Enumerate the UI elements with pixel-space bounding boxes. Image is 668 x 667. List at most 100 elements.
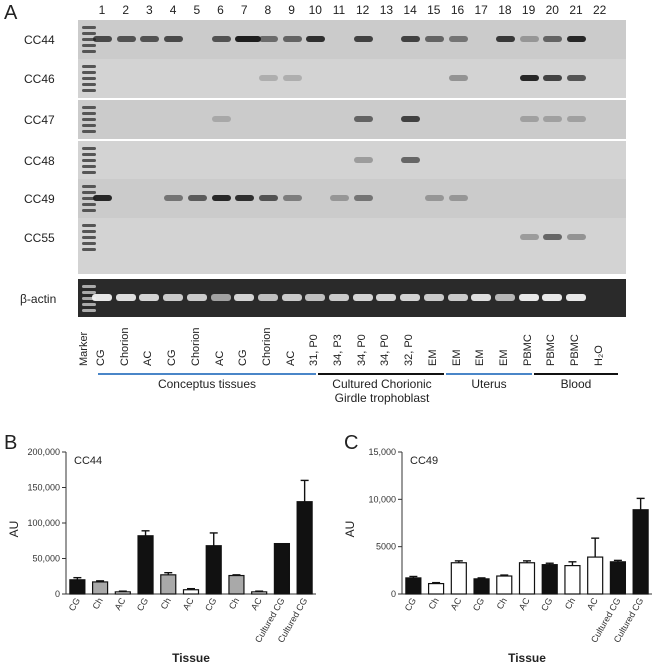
- x-tick-label: Ch: [90, 596, 104, 611]
- lane-label-15: EM: [426, 349, 439, 367]
- y-tick-label: 10,000: [368, 494, 396, 504]
- bar-8: [587, 556, 604, 595]
- lane-label-5: Chorion: [189, 327, 202, 366]
- lane-label-16: EM: [450, 349, 463, 367]
- lane-number-1: 1: [98, 3, 106, 17]
- marker-band: [82, 71, 96, 74]
- gel-band: [93, 36, 112, 42]
- panel-b-letter: B: [4, 432, 18, 454]
- bar-8: [251, 591, 268, 595]
- bar-3: [137, 535, 154, 595]
- marker-band: [82, 83, 96, 86]
- gel-band: [353, 116, 373, 122]
- lane-number-15: 15: [427, 3, 441, 17]
- gel-strip-cc55: [78, 218, 626, 276]
- x-axis-label: Tissue: [172, 651, 210, 665]
- lane-number-11: 11: [332, 3, 346, 17]
- x-tick-label: CG: [471, 596, 486, 613]
- y-tick-label: 200,000: [27, 447, 60, 457]
- y-axis-label: AU: [7, 521, 21, 538]
- chart-title: CC44: [74, 455, 102, 467]
- marker-band: [82, 26, 96, 29]
- bar-4: [160, 574, 177, 595]
- lane-number-14: 14: [403, 3, 417, 17]
- gel-band: [282, 75, 302, 81]
- gel-band: [164, 195, 184, 201]
- gel-band: [543, 36, 563, 42]
- actin-band: [210, 294, 231, 301]
- lane-label-7: CG: [237, 349, 250, 367]
- x-tick-label: Ch: [495, 596, 509, 611]
- marker-band: [82, 89, 96, 92]
- row-label-cc46: CC46: [24, 72, 55, 86]
- x-tick-label: Ch: [159, 596, 173, 611]
- bar-7: [228, 574, 245, 595]
- actin-band: [423, 294, 444, 301]
- gel-band: [401, 36, 421, 42]
- lane-label-22: H₂O: [592, 345, 605, 366]
- actin-band: [139, 294, 160, 301]
- actin-band: [281, 294, 302, 301]
- lane-number-7: 7: [240, 3, 248, 17]
- actin-band: [447, 294, 468, 301]
- gel-strip-cc49: [78, 179, 626, 220]
- bar-9: [609, 561, 627, 595]
- gel-band: [116, 36, 136, 42]
- lane-label-3: AC: [142, 350, 155, 366]
- gel-band: [211, 36, 231, 42]
- actin-band: [163, 294, 184, 301]
- x-tick-label: Ch: [563, 596, 577, 611]
- gel-band: [448, 195, 468, 201]
- gel-band: [353, 195, 373, 201]
- gel-band: [258, 75, 278, 81]
- gel-band: [353, 36, 373, 42]
- marker-band: [82, 171, 96, 174]
- marker-band: [82, 236, 96, 239]
- lane-label-21: PBMC: [569, 334, 581, 366]
- row-label-cc47: CC47: [24, 113, 55, 127]
- y-tick-label: 100,000: [27, 518, 60, 528]
- group-label-blood: Blood: [560, 377, 592, 391]
- marker-band: [82, 209, 96, 212]
- bar-6: [541, 564, 558, 595]
- actin-marker-band: [82, 285, 96, 288]
- actin-band: [471, 294, 492, 301]
- bar-1: [91, 581, 109, 595]
- actin-band: [518, 294, 539, 301]
- gel-band: [448, 75, 468, 81]
- x-axis-label: Tissue: [508, 651, 546, 665]
- actin-band: [494, 294, 515, 301]
- y-tick-label: 0: [55, 589, 60, 599]
- lane-number-22: 22: [593, 3, 607, 17]
- lane-label-19: PBMC: [521, 334, 534, 366]
- row-label-cc44: CC44: [24, 33, 55, 47]
- actin-band: [376, 294, 397, 301]
- bar-0: [69, 579, 86, 595]
- x-tick-label: CG: [539, 596, 554, 613]
- actin-band: [352, 294, 373, 301]
- chart-cc49: 0 5000 10,000 15,000 CC49 AU Tissue CG Ch AC CG Ch A…: [343, 447, 652, 665]
- lane-number-21: 21: [569, 3, 583, 17]
- marker-band: [82, 191, 96, 194]
- actin-band: [329, 294, 349, 301]
- lane-number-12: 12: [356, 3, 370, 17]
- gel-band: [567, 75, 586, 81]
- marker-band: [82, 77, 96, 80]
- gel-band: [235, 36, 262, 42]
- marker-band: [82, 38, 96, 41]
- marker-band: [82, 106, 96, 109]
- x-tick-label: AC: [113, 596, 128, 612]
- x-tick-label: AC: [517, 596, 532, 612]
- bar-5: [518, 562, 536, 595]
- lane-label-20: PBMC: [545, 334, 558, 366]
- y-tick-label: 0: [391, 589, 396, 599]
- gel-band: [495, 36, 515, 42]
- y-tick-label: 150,000: [27, 483, 60, 493]
- group-label-uterus: Uterus: [471, 377, 507, 391]
- lane-number-16: 16: [450, 3, 465, 17]
- bar-2: [450, 562, 467, 595]
- lane-number-9: 9: [288, 3, 295, 17]
- lane-label-18: EM: [497, 349, 510, 367]
- actin-band: [115, 294, 136, 301]
- y-tick-label: 15,000: [368, 447, 396, 457]
